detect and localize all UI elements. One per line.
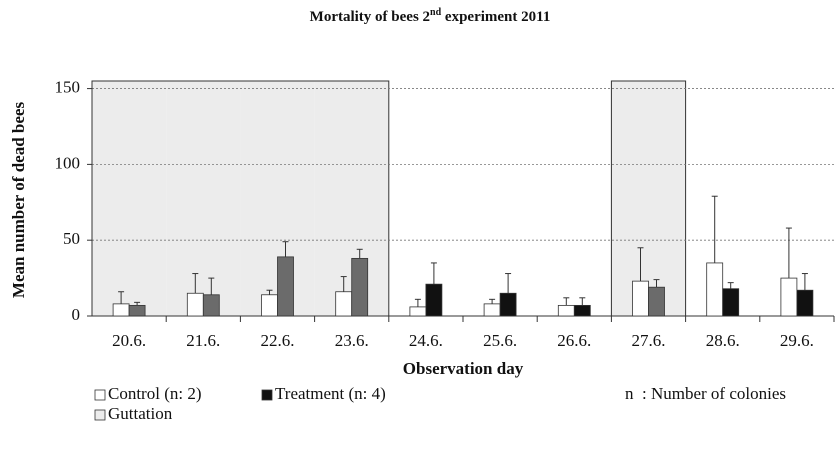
title-sup: nd <box>430 7 442 18</box>
x-tick-label: 21.6. <box>186 331 220 350</box>
guttation-band <box>92 81 167 316</box>
bar <box>557 304 575 317</box>
x-tick-label: 20.6. <box>112 331 146 350</box>
bar <box>202 294 220 317</box>
chart-title: Mortality of bees 2nd experiment 2011 <box>310 7 551 25</box>
bar <box>632 280 649 317</box>
bar <box>706 262 724 317</box>
annotation: n : Number of colonies <box>625 384 786 403</box>
bar <box>277 256 294 317</box>
x-tick-label: 22.6. <box>261 331 295 350</box>
x-tick-label: 26.6. <box>557 331 591 350</box>
bar <box>351 257 369 317</box>
x-tick-label: 27.6. <box>632 331 666 350</box>
bar <box>573 304 591 317</box>
legend-label: Guttation <box>108 404 173 423</box>
bar <box>780 277 798 317</box>
bar <box>261 294 278 317</box>
bar <box>648 286 665 317</box>
legend-label: Treatment (n: 4) <box>275 384 386 403</box>
bar <box>483 303 501 317</box>
bar <box>796 289 814 317</box>
bar <box>499 292 517 317</box>
guttation-band <box>611 81 686 316</box>
y-tick-label: 0 <box>72 305 81 324</box>
legend-swatch <box>261 389 273 401</box>
title-part: experiment 2011 <box>441 9 550 25</box>
x-axis-label: Observation day <box>403 359 524 378</box>
bar <box>128 304 146 317</box>
legend-swatch <box>94 409 106 421</box>
bar <box>722 288 740 317</box>
x-tick-label: 28.6. <box>706 331 740 350</box>
bar <box>409 306 427 317</box>
legend-swatch <box>94 389 106 401</box>
title-part: Mortality of bees 2 <box>310 9 430 25</box>
x-tick-label: 24.6. <box>409 331 443 350</box>
bar <box>186 292 204 317</box>
guttation-band <box>166 81 241 316</box>
x-tick-label: 23.6. <box>335 331 369 350</box>
y-tick-label: 150 <box>55 77 81 96</box>
x-tick-label: 29.6. <box>780 331 814 350</box>
bar <box>112 303 130 317</box>
y-tick-label: 50 <box>63 229 80 248</box>
y-tick-label: 100 <box>55 153 81 172</box>
y-axis-label: Mean number of dead bees <box>9 102 28 299</box>
x-tick-label: 25.6. <box>483 331 517 350</box>
legend-label: Control (n: 2) <box>108 384 202 403</box>
bar <box>425 283 443 317</box>
bar <box>335 291 353 317</box>
